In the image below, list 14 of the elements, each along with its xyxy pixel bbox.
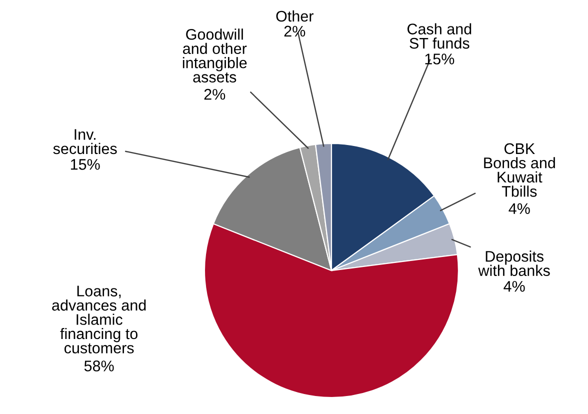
data-label: 4%: [508, 203, 530, 214]
slice-label: Loans, advances and Islamic financing to customers: [52, 286, 146, 354]
data-label: 2%: [204, 88, 226, 100]
data-label: 2%: [284, 26, 306, 37]
data-label: 4%: [504, 281, 525, 292]
data-label: 58%: [84, 360, 114, 372]
slice-label: CBK Bonds and Kuwait Tbills: [484, 143, 555, 197]
slice-label: Deposits with banks: [478, 250, 550, 276]
slice-label: Inv. securities: [53, 129, 117, 154]
slice-label: Other: [276, 10, 314, 22]
data-label: 15%: [425, 54, 454, 64]
data-label: 15%: [70, 159, 100, 170]
slice-label: Goodwill and other intangible assets: [182, 28, 247, 83]
slice-label: Cash and ST funds: [407, 23, 472, 49]
